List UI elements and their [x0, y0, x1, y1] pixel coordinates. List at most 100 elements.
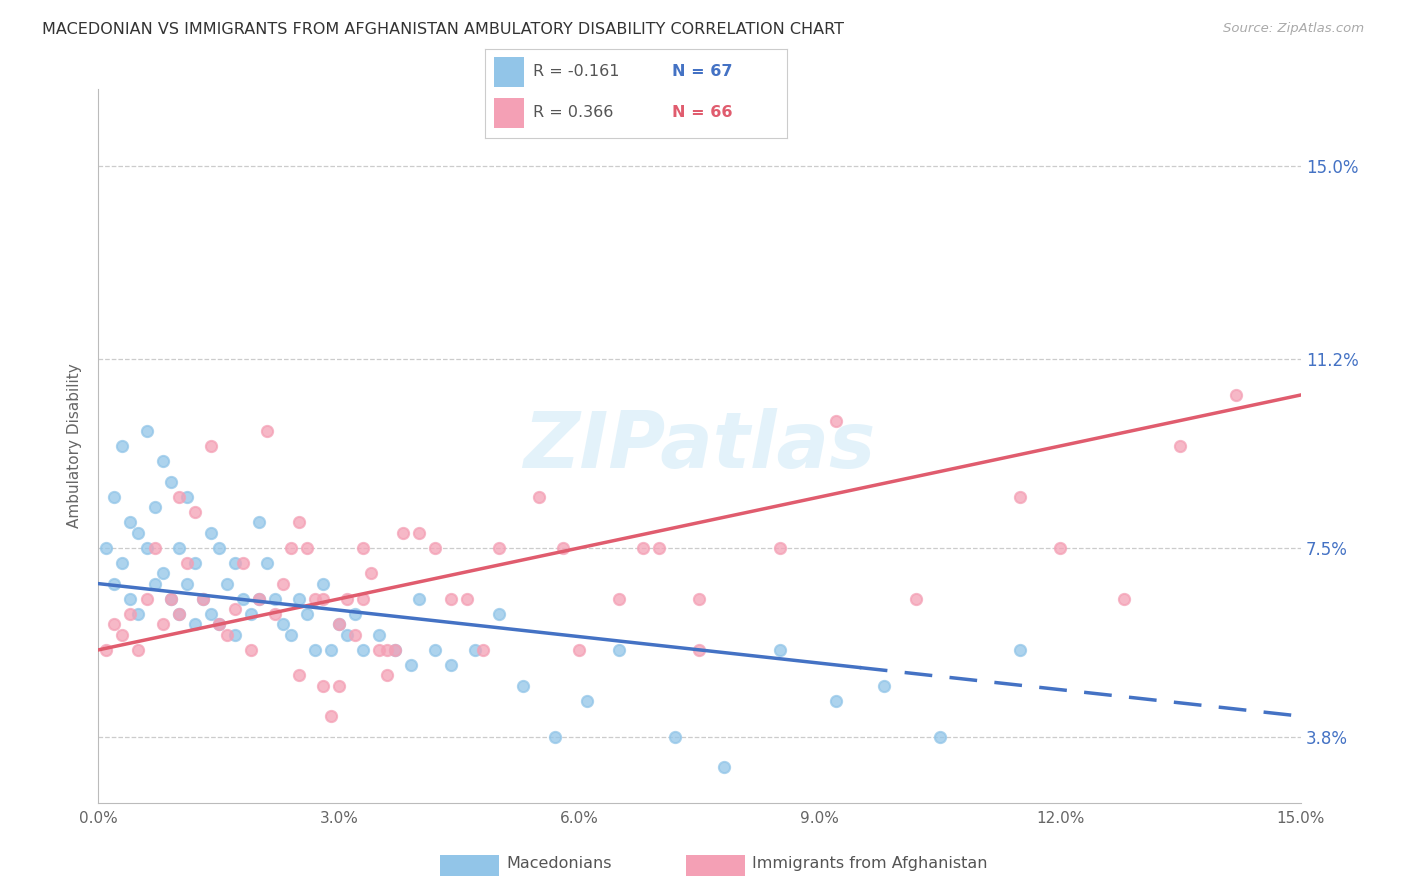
Point: [200, 439, 222, 453]
Point: [135, 424, 157, 438]
Point: [103, 617, 125, 632]
Point: [1114, 591, 1136, 606]
Point: [576, 694, 599, 708]
Point: [239, 607, 262, 622]
Point: [200, 525, 222, 540]
Point: [929, 730, 952, 744]
Point: [288, 516, 311, 530]
Point: [664, 730, 686, 744]
Point: [247, 591, 270, 606]
Point: [1225, 388, 1247, 402]
Point: [280, 541, 302, 555]
Point: [328, 617, 350, 632]
Point: [343, 627, 366, 641]
Point: [689, 591, 711, 606]
Point: [159, 591, 181, 606]
Text: ZIPatlas: ZIPatlas: [523, 408, 876, 484]
Point: [143, 576, 166, 591]
Text: Macedonians: Macedonians: [506, 856, 612, 871]
Point: [319, 709, 342, 723]
Point: [873, 679, 896, 693]
Point: [224, 627, 246, 641]
Point: [103, 490, 125, 504]
Point: [544, 730, 567, 744]
Point: [304, 591, 326, 606]
Point: [384, 643, 406, 657]
Point: [263, 591, 285, 606]
Point: [256, 424, 278, 438]
Point: [135, 541, 157, 555]
Point: [256, 556, 278, 570]
Point: [488, 607, 510, 622]
Point: [392, 525, 415, 540]
Point: [423, 541, 446, 555]
Point: [633, 541, 655, 555]
Point: [120, 607, 142, 622]
Point: [464, 643, 486, 657]
Point: [609, 643, 631, 657]
Point: [191, 591, 214, 606]
Point: [280, 627, 302, 641]
Point: [247, 516, 270, 530]
Point: [375, 643, 398, 657]
Point: [143, 541, 166, 555]
Point: [360, 566, 382, 581]
Point: [152, 454, 174, 468]
Y-axis label: Ambulatory Disability: Ambulatory Disability: [67, 364, 83, 528]
Point: [456, 591, 478, 606]
Point: [352, 591, 374, 606]
Point: [232, 591, 254, 606]
Point: [120, 516, 142, 530]
Point: [120, 591, 142, 606]
Point: [824, 413, 846, 427]
Point: [183, 505, 205, 519]
Point: [375, 668, 398, 682]
Point: [176, 576, 198, 591]
Point: [1010, 490, 1032, 504]
Point: [529, 490, 551, 504]
Point: [128, 607, 150, 622]
Point: [824, 694, 846, 708]
Point: [648, 541, 671, 555]
Point: [336, 627, 359, 641]
Point: [368, 627, 391, 641]
Point: [159, 591, 181, 606]
Point: [488, 541, 510, 555]
Bar: [494, 57, 524, 87]
Point: [191, 591, 214, 606]
Point: [288, 591, 311, 606]
Point: [408, 525, 430, 540]
Point: [128, 643, 150, 657]
Text: N = 66: N = 66: [672, 105, 733, 120]
Text: N = 67: N = 67: [672, 64, 733, 79]
Point: [167, 541, 190, 555]
Point: [143, 500, 166, 515]
Point: [336, 591, 359, 606]
Point: [152, 566, 174, 581]
Text: MACEDONIAN VS IMMIGRANTS FROM AFGHANISTAN AMBULATORY DISABILITY CORRELATION CHAR: MACEDONIAN VS IMMIGRANTS FROM AFGHANISTA…: [42, 22, 844, 37]
Point: [128, 525, 150, 540]
Point: [312, 679, 335, 693]
Point: [224, 602, 246, 616]
Point: [224, 556, 246, 570]
Point: [263, 607, 285, 622]
Point: [440, 591, 463, 606]
Point: [368, 643, 391, 657]
Point: [271, 617, 294, 632]
Bar: [494, 98, 524, 128]
Point: [384, 643, 406, 657]
Point: [111, 439, 134, 453]
Point: [176, 490, 198, 504]
Point: [408, 591, 430, 606]
Point: [215, 576, 238, 591]
Point: [135, 591, 157, 606]
Point: [111, 556, 134, 570]
Point: [312, 576, 335, 591]
Point: [167, 490, 190, 504]
Point: [304, 643, 326, 657]
Text: R = -0.161: R = -0.161: [533, 64, 620, 79]
Point: [167, 607, 190, 622]
Point: [295, 607, 318, 622]
Point: [215, 627, 238, 641]
Point: [352, 541, 374, 555]
